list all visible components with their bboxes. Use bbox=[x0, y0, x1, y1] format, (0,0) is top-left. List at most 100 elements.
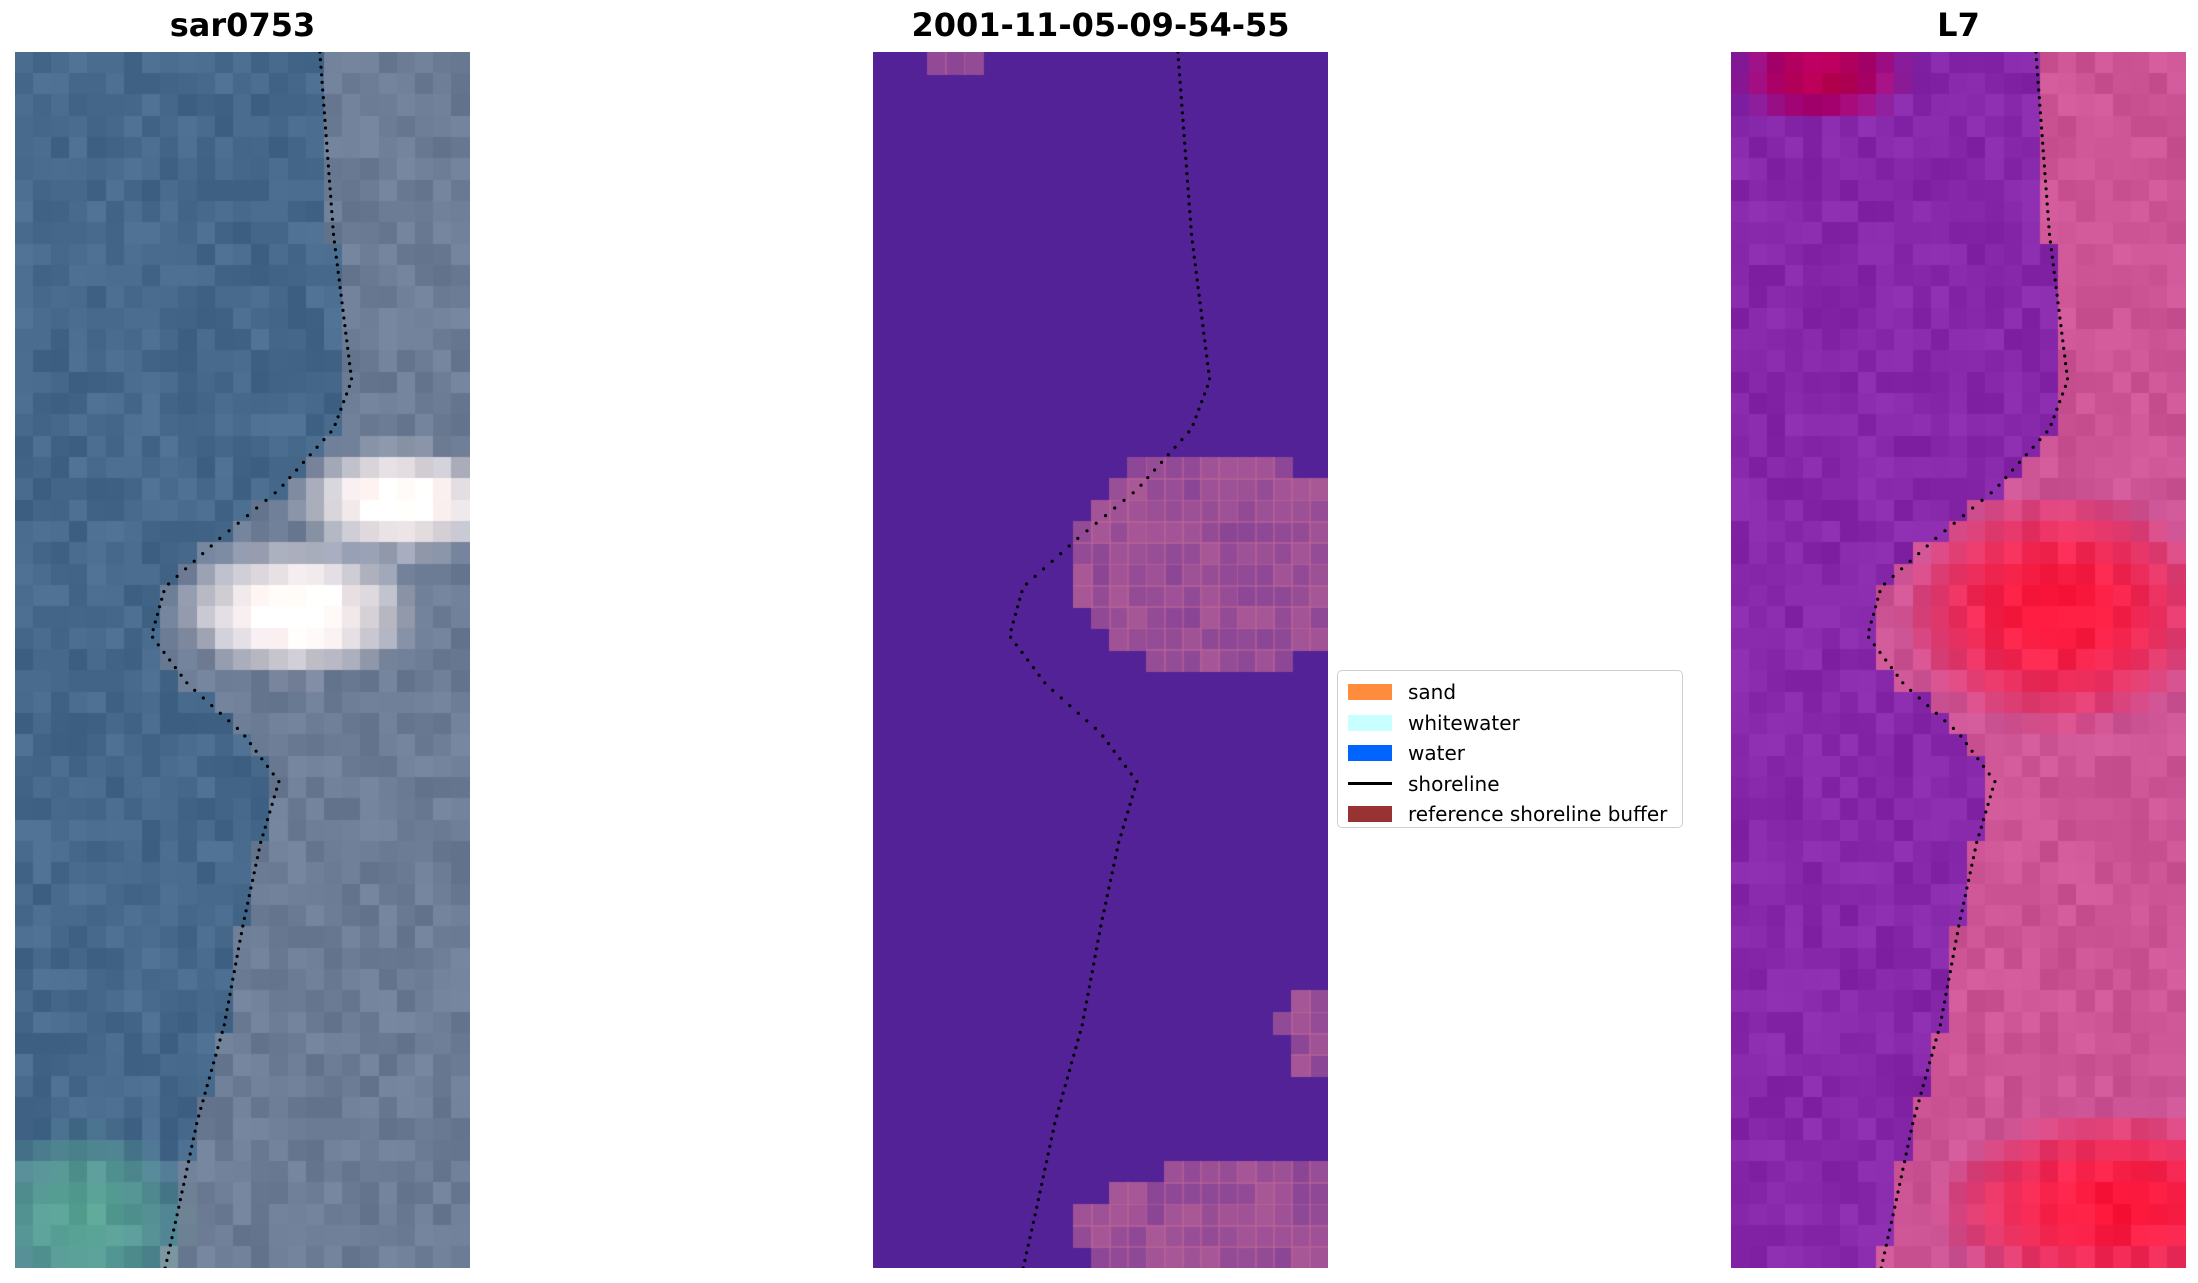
shoreline-point bbox=[2043, 179, 2048, 183]
shoreline-point bbox=[1086, 992, 1090, 997]
shoreline-point bbox=[315, 445, 319, 449]
shoreline-point bbox=[2050, 255, 2054, 259]
shoreline-point bbox=[1883, 1251, 1887, 1255]
shoreline-point bbox=[2064, 362, 2068, 366]
shoreline-point bbox=[229, 985, 233, 989]
shoreline-point bbox=[1011, 620, 1015, 624]
shoreline-point bbox=[1087, 985, 1091, 989]
shoreline-point bbox=[1980, 498, 1984, 502]
shoreline-overlay bbox=[1009, 52, 1212, 1268]
legend-label: whitewater bbox=[1408, 710, 1520, 735]
shoreline-point bbox=[187, 1160, 191, 1164]
shoreline-point bbox=[2065, 377, 2070, 381]
shoreline-point bbox=[178, 1198, 182, 1202]
shoreline-point bbox=[2060, 331, 2064, 335]
shoreline-point bbox=[1189, 232, 1194, 236]
shoreline-point bbox=[325, 149, 329, 153]
shoreline-point bbox=[330, 210, 334, 214]
shoreline-point bbox=[270, 802, 274, 807]
shoreline-point bbox=[203, 1091, 207, 1095]
shoreline-point bbox=[1061, 1091, 1065, 1095]
shoreline-point bbox=[1944, 992, 1948, 997]
shoreline-point bbox=[1042, 567, 1046, 571]
shoreline-point bbox=[347, 354, 351, 358]
shoreline-point bbox=[326, 164, 330, 168]
shoreline-point bbox=[222, 1023, 226, 1027]
shoreline-point bbox=[1045, 1160, 1049, 1164]
shoreline-point bbox=[1135, 780, 1139, 784]
shoreline-point bbox=[168, 1243, 172, 1247]
shoreline-point bbox=[207, 1076, 211, 1080]
shoreline-point bbox=[1097, 932, 1101, 936]
shoreline-point bbox=[323, 126, 328, 130]
shoreline-point bbox=[2004, 476, 2008, 480]
shoreline-point bbox=[1038, 1190, 1042, 1194]
shoreline-point bbox=[329, 194, 333, 198]
shoreline-point bbox=[1123, 818, 1128, 822]
shoreline-point bbox=[1130, 795, 1134, 799]
shoreline-point bbox=[1878, 650, 1882, 655]
shoreline-point bbox=[1189, 225, 1193, 229]
shoreline-point bbox=[1867, 628, 1871, 632]
shoreline-point bbox=[2031, 445, 2035, 449]
shoreline-point bbox=[2054, 286, 2058, 290]
shoreline-point bbox=[1200, 400, 1204, 404]
shoreline-point bbox=[185, 681, 189, 685]
shoreline-point bbox=[1100, 916, 1104, 921]
shoreline-point bbox=[1059, 552, 1063, 556]
shoreline-point bbox=[1975, 840, 1979, 845]
shoreline-point bbox=[2055, 293, 2059, 297]
shoreline-point bbox=[329, 430, 333, 434]
shoreline-point bbox=[1901, 681, 1905, 685]
shoreline-point bbox=[212, 1061, 216, 1065]
shoreline-point bbox=[1050, 559, 1054, 563]
shoreline-point bbox=[1051, 688, 1055, 693]
shoreline-point bbox=[1884, 1243, 1888, 1247]
shoreline-point bbox=[251, 878, 255, 883]
shoreline-point bbox=[228, 992, 232, 997]
shoreline-point bbox=[1193, 263, 1197, 267]
shoreline-point bbox=[332, 240, 336, 244]
shoreline-point bbox=[308, 453, 312, 457]
shoreline-point bbox=[263, 825, 267, 829]
shoreline-point bbox=[1947, 977, 1951, 981]
shoreline-point bbox=[1911, 1122, 1915, 1126]
shoreline-point bbox=[2037, 96, 2041, 100]
shoreline-point bbox=[349, 369, 353, 373]
shoreline-point bbox=[2034, 52, 2038, 54]
shoreline-point bbox=[220, 1030, 224, 1034]
shoreline-point bbox=[1977, 833, 1981, 837]
shoreline-point bbox=[1997, 483, 2001, 487]
shoreline-point bbox=[1191, 422, 1195, 426]
shoreline-point bbox=[1207, 369, 1211, 373]
shoreline-overlay bbox=[151, 52, 354, 1268]
shoreline-point bbox=[2052, 415, 2056, 419]
shoreline-point bbox=[180, 1190, 184, 1194]
shoreline-point bbox=[2034, 58, 2038, 62]
shoreline-point bbox=[2046, 217, 2050, 221]
shoreline-point bbox=[1031, 1220, 1035, 1224]
shoreline-point bbox=[1901, 1167, 1905, 1171]
shoreline-point bbox=[1020, 590, 1024, 594]
shoreline-point bbox=[252, 871, 256, 875]
shoreline-point bbox=[1923, 1076, 1927, 1080]
shoreline-point bbox=[1080, 1023, 1084, 1027]
shoreline-point bbox=[337, 278, 341, 282]
shoreline-point bbox=[320, 73, 324, 77]
shoreline-point bbox=[1181, 118, 1185, 122]
shoreline-point bbox=[1201, 324, 1205, 328]
shoreline-point bbox=[338, 286, 342, 290]
shoreline-point bbox=[328, 187, 332, 191]
shoreline-point bbox=[167, 1251, 171, 1255]
shoreline-point bbox=[1867, 635, 1871, 639]
shoreline-point bbox=[1078, 1030, 1082, 1034]
shoreline-point bbox=[235, 954, 239, 959]
shoreline-point bbox=[1067, 1068, 1072, 1072]
shoreline-point bbox=[2037, 88, 2041, 92]
shoreline-point bbox=[325, 141, 329, 145]
shoreline-point bbox=[1107, 886, 1111, 890]
shoreline-point bbox=[163, 1266, 167, 1268]
shoreline-point bbox=[1009, 635, 1013, 639]
shoreline-point bbox=[275, 787, 279, 791]
shoreline-point bbox=[1139, 483, 1143, 487]
